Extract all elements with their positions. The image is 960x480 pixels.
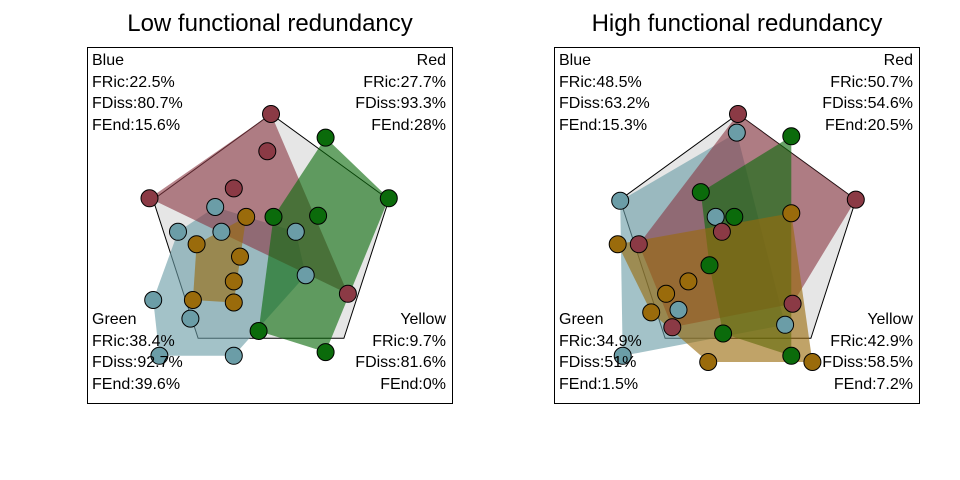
panel-title-high: High functional redundancy (591, 10, 883, 37)
stats-green: Green FRic:38.4% FDiss:92.7% FEnd:39.6% (92, 309, 183, 395)
point-red (258, 142, 277, 161)
fdiss-value: FDiss:93.3% (355, 95, 446, 112)
point-red (338, 284, 357, 303)
point-yellow (224, 272, 243, 291)
panel-low: Blue FRic:22.5% FDiss:80.7% FEnd:15.6% R… (87, 47, 453, 404)
point-red (224, 179, 243, 198)
point-yellow (187, 235, 206, 254)
point-blue (144, 291, 163, 309)
point-yellow (699, 353, 718, 371)
point-green (309, 206, 328, 225)
point-blue (669, 300, 688, 319)
stats-yellow: Yellow FRic:42.9% FDiss:58.5% FEnd:7.2% (822, 309, 913, 395)
point-green (264, 207, 283, 226)
point-red (629, 235, 648, 254)
group-name: Red (883, 52, 913, 69)
point-blue (727, 123, 746, 142)
stats-blue: Blue FRic:48.5% FDiss:63.2% FEnd:15.3% (559, 50, 650, 136)
point-blue (286, 222, 305, 241)
point-red (712, 222, 731, 241)
stats-yellow: Yellow FRic:9.7% FDiss:81.6% FEnd:0% (355, 309, 446, 395)
point-yellow (642, 303, 661, 322)
point-blue (611, 191, 630, 210)
fend-value: FEnd:39.6% (92, 375, 181, 393)
fric-value: FRic:9.7% (372, 332, 446, 350)
panel-high: Blue FRic:48.5% FDiss:63.2% FEnd:15.3% R… (554, 47, 920, 404)
fric-value: FRic:50.7% (830, 73, 913, 91)
fric-value: FRic:27.7% (363, 73, 446, 91)
point-blue (206, 198, 225, 216)
point-yellow (237, 207, 256, 226)
point-blue (224, 346, 243, 365)
point-blue (169, 222, 187, 241)
chart-plot-high (608, 105, 865, 371)
fric-value: FRic:42.9% (830, 332, 913, 350)
point-green (725, 207, 744, 226)
stats-blue: Blue FRic:22.5% FDiss:80.7% FEnd:15.6% (92, 50, 183, 136)
fdiss-value: FDiss:51% (559, 354, 637, 371)
fric-value: FRic:22.5% (92, 73, 175, 91)
point-green (782, 346, 801, 365)
point-blue (181, 309, 200, 328)
point-yellow (782, 204, 801, 223)
fdiss-value: FDiss:54.6% (822, 95, 913, 112)
point-yellow (679, 272, 698, 291)
fend-value: FEnd:20.5% (824, 116, 913, 134)
point-red (729, 105, 747, 123)
point-blue (613, 346, 632, 365)
group-name: Green (559, 311, 604, 328)
point-yellow (224, 293, 243, 312)
point-yellow (803, 353, 822, 371)
stats-green: Green FRic:34.9% FDiss:51% FEnd:1.5% (559, 309, 642, 395)
group-name: Red (416, 52, 446, 69)
fend-value: FEnd:0% (380, 375, 446, 393)
point-green (316, 343, 335, 362)
fend-value: FEnd:15.3% (559, 116, 648, 134)
point-yellow (231, 247, 249, 266)
fric-value: FRic:34.9% (559, 332, 642, 350)
group-name: Blue (92, 52, 125, 69)
point-green (379, 189, 398, 208)
chart-plot-low (140, 105, 398, 365)
point-red (140, 189, 159, 208)
point-blue (212, 222, 231, 241)
fdiss-value: FDiss:63.2% (559, 95, 650, 112)
point-green (316, 128, 335, 147)
panel-title-low: Low functional redundancy (127, 10, 413, 37)
fend-value: FEnd:7.2% (833, 375, 913, 393)
point-blue (150, 346, 169, 365)
fric-value: FRic:38.4% (92, 332, 175, 350)
fend-value: FEnd:1.5% (559, 375, 639, 393)
fend-value: FEnd:15.6% (92, 116, 181, 134)
point-red (262, 105, 280, 123)
group-name: Blue (559, 52, 592, 69)
fric-value: FRic:48.5% (559, 73, 642, 91)
point-blue (776, 315, 795, 334)
point-red (663, 318, 682, 337)
stats-red: Red FRic:27.7% FDiss:93.3% FEnd:28% (355, 50, 446, 136)
point-red (846, 190, 865, 209)
fdiss-value: FDiss:81.6% (355, 354, 446, 371)
group-name: Green (92, 311, 137, 328)
point-green (782, 127, 801, 146)
point-yellow (183, 291, 202, 309)
fend-value: FEnd:28% (371, 116, 446, 134)
point-green (691, 183, 710, 202)
point-green (249, 322, 268, 340)
point-blue (296, 266, 315, 285)
point-green (714, 324, 733, 343)
point-yellow (608, 235, 627, 254)
point-green (700, 256, 719, 275)
point-yellow (657, 284, 676, 303)
point-red (783, 294, 802, 313)
fdiss-value: FDiss:58.5% (822, 354, 913, 371)
fdiss-value: FDiss:80.7% (92, 95, 183, 112)
group-name: Yellow (867, 311, 913, 328)
hull-green (258, 137, 389, 353)
stats-red: Red FRic:50.7% FDiss:54.6% FEnd:20.5% (822, 50, 913, 136)
group-name: Yellow (400, 311, 446, 328)
fdiss-value: FDiss:92.7% (92, 354, 183, 371)
